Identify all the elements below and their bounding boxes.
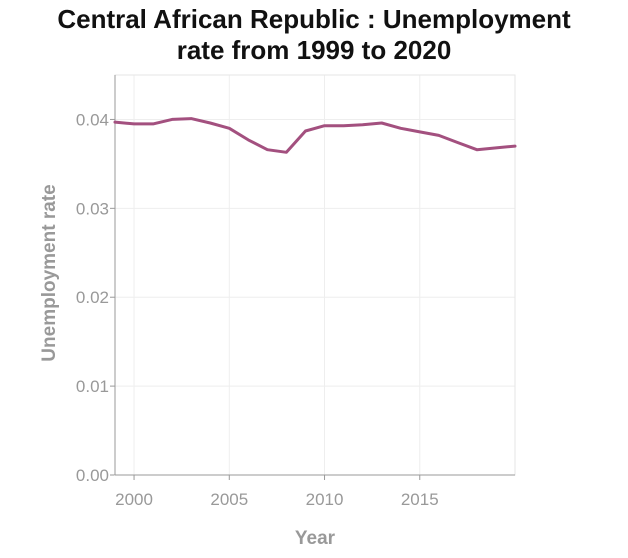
- y-tick-label: 0.03: [76, 199, 109, 218]
- y-axis-label: Unemployment rate: [39, 184, 60, 361]
- y-tick-label: 0.04: [76, 110, 109, 129]
- x-tick-label: 2010: [306, 490, 344, 509]
- plot-frame: [114, 74, 516, 476]
- x-axis-label: Year: [295, 528, 336, 549]
- chart-title-line-2: rate from 1999 to 2020: [176, 35, 452, 65]
- grid-lines: [115, 75, 515, 475]
- y-tick-label: 0.02: [76, 288, 109, 307]
- y-tick-label: 0.00: [76, 466, 109, 485]
- x-tick-label: 2005: [210, 490, 248, 509]
- tick-labels: 0.00 0.01 0.02 0.03 0.04 2000 2005 2010 2015: [76, 110, 439, 509]
- x-tick-label: 2000: [115, 490, 153, 509]
- series-line: [113, 117, 517, 154]
- y-tick-label: 0.01: [76, 377, 109, 396]
- series-layer: [113, 117, 517, 154]
- chart-title-line-1: Central African Republic : Unemployment: [57, 4, 571, 34]
- chart-title: Central African Republic : Unemployment …: [0, 4, 628, 66]
- x-tick-label: 2015: [401, 490, 439, 509]
- axes: [110, 74, 516, 480]
